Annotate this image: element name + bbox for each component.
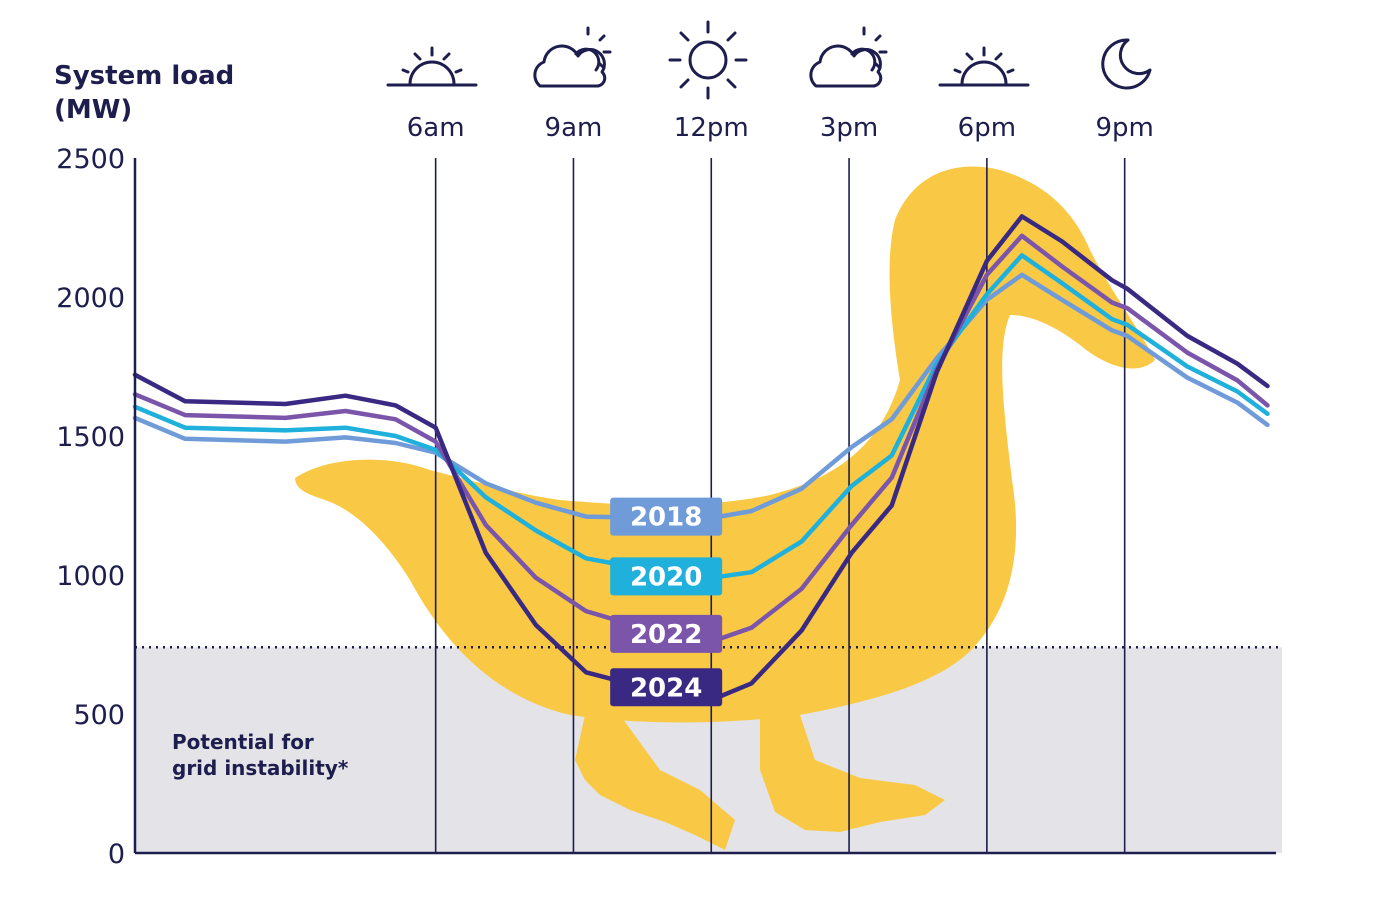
series-label-2018: 2018: [610, 497, 723, 536]
series-label-2022: 2022: [610, 614, 723, 653]
cloudy-sun-icon: [809, 26, 888, 88]
y-tick-label: 500: [73, 700, 125, 731]
sunset-icon: [938, 46, 1030, 87]
cloudy-sun-icon: [533, 26, 612, 88]
series-label-text: 2022: [630, 620, 702, 650]
series-label-2024: 2024: [610, 668, 723, 707]
series-label-text: 2020: [630, 562, 702, 592]
series-label-text: 2018: [630, 503, 702, 533]
y-tick-label: 1500: [56, 422, 125, 453]
series-line-2022: [132, 233, 1270, 644]
time-label: 6am: [407, 113, 465, 143]
series-label-box: [610, 557, 723, 596]
duck-illustration-icon: [295, 166, 1155, 850]
instability-label-line1: Potential for: [172, 730, 314, 754]
y-tick-label: 2000: [56, 283, 125, 314]
series-label-box: [610, 497, 723, 536]
y-axis-label-line2: (MW): [54, 95, 132, 125]
series-label-box: [610, 668, 723, 707]
sun-icon: [668, 20, 748, 100]
y-axis-label-line1: System load: [54, 61, 234, 91]
time-label: 6pm: [958, 113, 1016, 143]
series-label-2020: 2020: [610, 557, 723, 596]
time-label: 9am: [545, 113, 603, 143]
series-labels: 2018 2020 2022 2024: [610, 497, 723, 707]
time-labels: 6am 9am 12pm 3pm 6pm 9pm: [407, 113, 1154, 143]
series-line-2024: [132, 214, 1270, 703]
moon-icon: [1101, 38, 1152, 90]
series-lines: [132, 214, 1270, 703]
y-tick-label: 0: [108, 839, 125, 870]
time-label: 3pm: [820, 113, 878, 143]
instability-label-line2: grid instability*: [172, 756, 349, 780]
series-line-2020: [132, 253, 1270, 581]
y-tick-label: 2500: [56, 144, 125, 175]
y-tick-labels: 0 500 1000 1500 2000 2500: [56, 144, 125, 870]
series-line-2018: [132, 272, 1270, 521]
series-label-text: 2024: [630, 673, 702, 703]
sunrise-icon: [386, 46, 478, 87]
y-tick-label: 1000: [56, 561, 125, 592]
time-label: 9pm: [1095, 113, 1153, 143]
series-label-box: [610, 614, 723, 653]
time-label: 12pm: [674, 113, 749, 143]
